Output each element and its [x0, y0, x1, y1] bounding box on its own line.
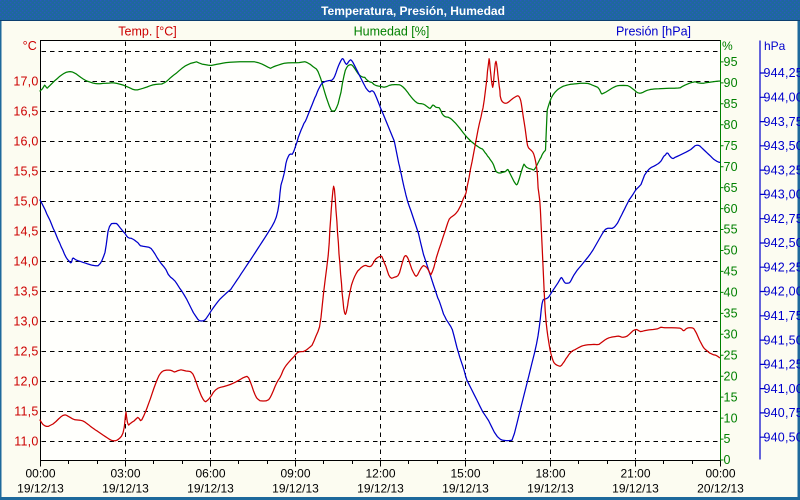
svg-text:17,0: 17,0	[13, 74, 38, 88]
svg-text:21:00: 21:00	[620, 467, 650, 481]
svg-text:943,75: 943,75	[764, 115, 800, 129]
svg-text:03:00: 03:00	[110, 467, 140, 481]
svg-text:19/12/13: 19/12/13	[612, 482, 659, 496]
svg-text:15: 15	[724, 390, 738, 404]
svg-text:940,75: 940,75	[764, 406, 800, 420]
svg-text:941,25: 941,25	[764, 358, 800, 372]
svg-text:hPa: hPa	[764, 39, 786, 53]
svg-text:%: %	[722, 39, 733, 53]
svg-text:00:00: 00:00	[25, 467, 55, 481]
svg-text:943,25: 943,25	[764, 163, 800, 177]
svg-text:11,5: 11,5	[14, 404, 38, 418]
svg-text:13,0: 13,0	[13, 314, 38, 328]
svg-text:65: 65	[724, 181, 738, 195]
svg-text:944,25: 944,25	[764, 66, 800, 80]
svg-text:Humedad [%]: Humedad [%]	[354, 25, 430, 39]
svg-text:45: 45	[724, 265, 738, 279]
svg-text:941,00: 941,00	[764, 382, 800, 396]
svg-text:19/12/13: 19/12/13	[102, 482, 149, 496]
svg-text:40: 40	[724, 286, 738, 300]
svg-text:942,75: 942,75	[764, 212, 800, 226]
svg-text:11,0: 11,0	[14, 434, 38, 448]
svg-text:19/12/13: 19/12/13	[442, 482, 489, 496]
svg-text:5: 5	[724, 432, 731, 446]
svg-text:75: 75	[724, 139, 738, 153]
svg-text:18:00: 18:00	[535, 467, 565, 481]
svg-text:12,0: 12,0	[13, 374, 38, 388]
svg-text:°C: °C	[23, 39, 37, 53]
svg-text:85: 85	[724, 97, 738, 111]
svg-text:00:00: 00:00	[705, 467, 735, 481]
svg-text:55: 55	[724, 223, 738, 237]
svg-text:Presión [hPa]: Presión [hPa]	[616, 25, 691, 39]
svg-text:50: 50	[724, 244, 738, 258]
svg-text:20/12/13: 20/12/13	[697, 482, 744, 496]
svg-text:12,5: 12,5	[13, 344, 38, 358]
svg-text:15:00: 15:00	[450, 467, 480, 481]
svg-text:15,0: 15,0	[13, 194, 38, 208]
svg-text:Temp. [°C]: Temp. [°C]	[118, 25, 176, 39]
svg-text:942,00: 942,00	[764, 285, 800, 299]
svg-text:06:00: 06:00	[195, 467, 225, 481]
svg-text:943,50: 943,50	[764, 139, 800, 153]
svg-text:90: 90	[724, 76, 738, 90]
svg-text:944,00: 944,00	[764, 91, 800, 105]
svg-text:09:00: 09:00	[280, 467, 310, 481]
svg-text:60: 60	[724, 202, 738, 216]
svg-text:19/12/13: 19/12/13	[17, 482, 64, 496]
svg-text:19/12/13: 19/12/13	[187, 482, 234, 496]
svg-text:70: 70	[724, 160, 738, 174]
svg-text:941,75: 941,75	[764, 309, 800, 323]
svg-text:30: 30	[724, 328, 738, 342]
svg-text:14,0: 14,0	[13, 254, 38, 268]
svg-text:16,5: 16,5	[13, 104, 38, 118]
svg-text:Temperatura, Presión, Humedad: Temperatura, Presión, Humedad	[321, 4, 505, 18]
svg-text:25: 25	[724, 348, 738, 362]
svg-text:19/12/13: 19/12/13	[272, 482, 319, 496]
svg-text:80: 80	[724, 118, 738, 132]
svg-text:943,00: 943,00	[764, 188, 800, 202]
svg-text:14,5: 14,5	[13, 224, 38, 238]
svg-text:940,50: 940,50	[764, 430, 800, 444]
svg-text:20: 20	[724, 369, 738, 383]
svg-text:15,5: 15,5	[13, 164, 38, 178]
svg-text:95: 95	[724, 55, 738, 69]
svg-text:10: 10	[724, 411, 738, 425]
svg-text:0: 0	[724, 453, 731, 467]
svg-text:12:00: 12:00	[365, 467, 395, 481]
svg-text:942,50: 942,50	[764, 236, 800, 250]
svg-text:13,5: 13,5	[13, 284, 38, 298]
svg-text:35: 35	[724, 307, 738, 321]
svg-text:19/12/13: 19/12/13	[357, 482, 404, 496]
svg-text:942,25: 942,25	[764, 260, 800, 274]
svg-text:941,50: 941,50	[764, 333, 800, 347]
svg-text:19/12/13: 19/12/13	[527, 482, 574, 496]
svg-text:16,0: 16,0	[13, 134, 38, 148]
